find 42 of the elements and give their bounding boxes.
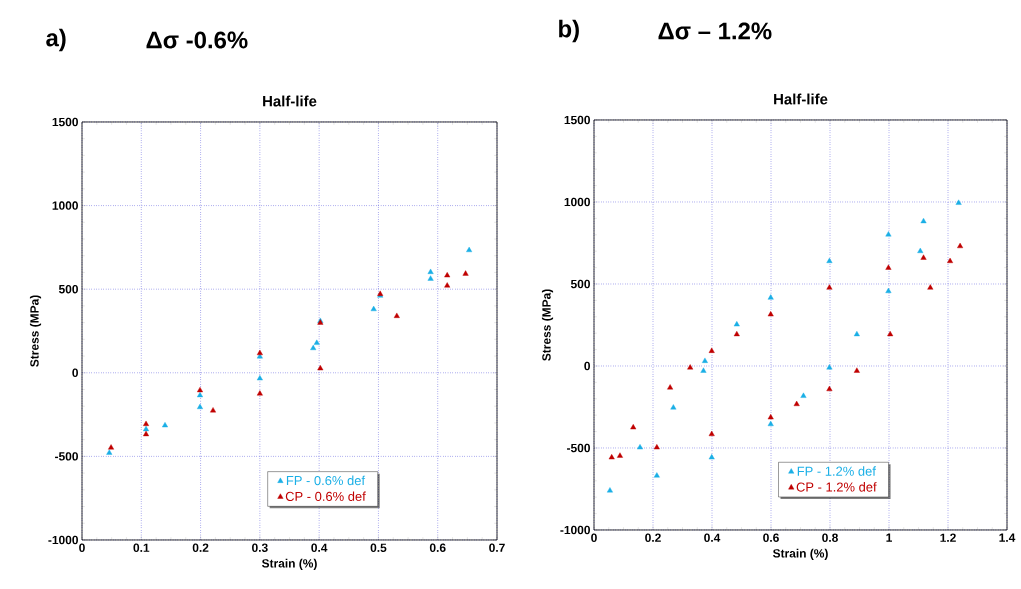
- y-tick-label: 1000: [564, 197, 590, 207]
- y-tick-label: 1500: [564, 115, 590, 125]
- x-tick-label: 0.4: [311, 543, 328, 552]
- y-tick-label: -1000: [48, 535, 78, 545]
- x-tick-label: 1.4: [999, 533, 1016, 542]
- x-tick-label: 0: [79, 543, 85, 552]
- y-tick-label: 1000: [52, 201, 78, 210]
- x-tick-label: 0: [591, 533, 597, 542]
- x-axis-title: Strain (%): [772, 548, 828, 560]
- x-tick-label: 1: [886, 533, 892, 542]
- x-tick-label: 0.4: [704, 533, 721, 542]
- x-tick-label: 0.3: [252, 543, 268, 552]
- x-axis-title: Strain (%): [261, 558, 317, 570]
- text: Δσ -0.6%: [146, 31, 248, 49]
- y-axis-title: Stress (MPa): [29, 295, 42, 367]
- y-tick-label: 0: [584, 361, 590, 371]
- legend-label: FP - 0.6% def: [286, 475, 366, 486]
- text: b): [559, 19, 579, 43]
- x-tick-label: 0.1: [133, 543, 150, 552]
- chart-title: Half-life: [263, 95, 317, 107]
- x-tick-label: 0.2: [192, 543, 209, 552]
- chart-title: Half-life: [774, 93, 828, 105]
- x-tick-label: 0.6: [763, 533, 779, 542]
- x-tick-label: 0.7: [489, 543, 505, 552]
- text: Δσ – 1.2%: [658, 22, 772, 40]
- x-tick-label: 0.5: [370, 543, 387, 552]
- y-tick-label: 500: [570, 279, 590, 289]
- x-tick-label: 0.8: [822, 533, 838, 542]
- y-axis-title: Stress (MPa): [541, 289, 554, 361]
- y-tick-label: -500: [55, 452, 78, 461]
- x-tick-label: 0.2: [645, 533, 661, 542]
- legend-label: CP - 1.2% def: [796, 482, 877, 492]
- text: a): [46, 28, 66, 52]
- x-tick-label: 1.2: [940, 533, 956, 542]
- y-tick-label: 0: [72, 368, 78, 378]
- legend-label: FP - 1.2% def: [797, 466, 876, 476]
- y-tick-label: 500: [58, 284, 78, 294]
- legend-label: CP - 0.6% def: [285, 491, 366, 501]
- y-tick-label: -500: [567, 443, 590, 453]
- y-tick-label: -1000: [560, 525, 590, 535]
- x-tick-label: 0.6: [429, 543, 446, 552]
- y-tick-label: 1500: [52, 117, 78, 127]
